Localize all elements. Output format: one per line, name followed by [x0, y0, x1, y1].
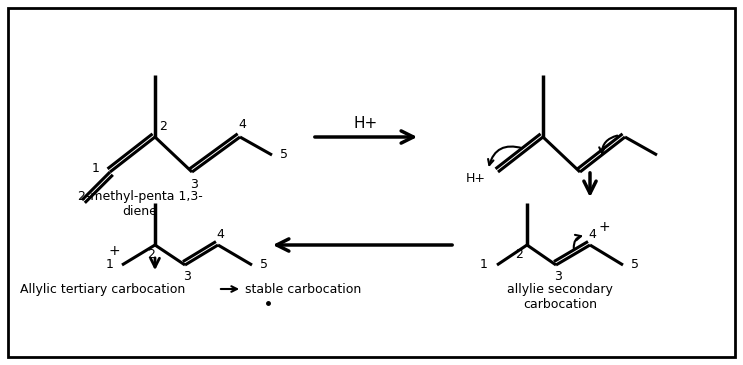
Text: 2: 2: [159, 120, 167, 134]
Text: 5: 5: [260, 258, 268, 272]
Text: 4: 4: [216, 227, 224, 241]
Text: Allylic tertiary carbocation: Allylic tertiary carbocation: [20, 283, 185, 296]
Text: allylie secondary
carbocation: allylie secondary carbocation: [507, 283, 613, 311]
Text: H+: H+: [354, 115, 378, 131]
Text: stable carbocation: stable carbocation: [245, 283, 361, 296]
Text: 1: 1: [106, 258, 114, 272]
Text: 2: 2: [147, 249, 155, 261]
Text: 4: 4: [238, 119, 246, 131]
Text: 3: 3: [190, 177, 198, 191]
Text: 1: 1: [480, 258, 488, 272]
Text: 5: 5: [280, 149, 288, 161]
Text: 5: 5: [631, 258, 639, 272]
Text: 1: 1: [92, 161, 100, 174]
Text: +: +: [108, 244, 120, 258]
Text: H+: H+: [466, 172, 486, 184]
Text: 2: 2: [515, 249, 523, 261]
Text: 3: 3: [183, 269, 191, 283]
Text: +: +: [598, 220, 610, 234]
Text: 2-methyl-penta 1,3-
diene: 2-methyl-penta 1,3- diene: [77, 190, 202, 218]
Text: 3: 3: [554, 269, 562, 283]
Text: 4: 4: [588, 227, 596, 241]
